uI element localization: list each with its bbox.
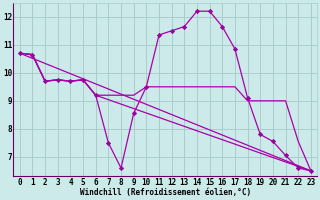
X-axis label: Windchill (Refroidissement éolien,°C): Windchill (Refroidissement éolien,°C) <box>80 188 251 197</box>
